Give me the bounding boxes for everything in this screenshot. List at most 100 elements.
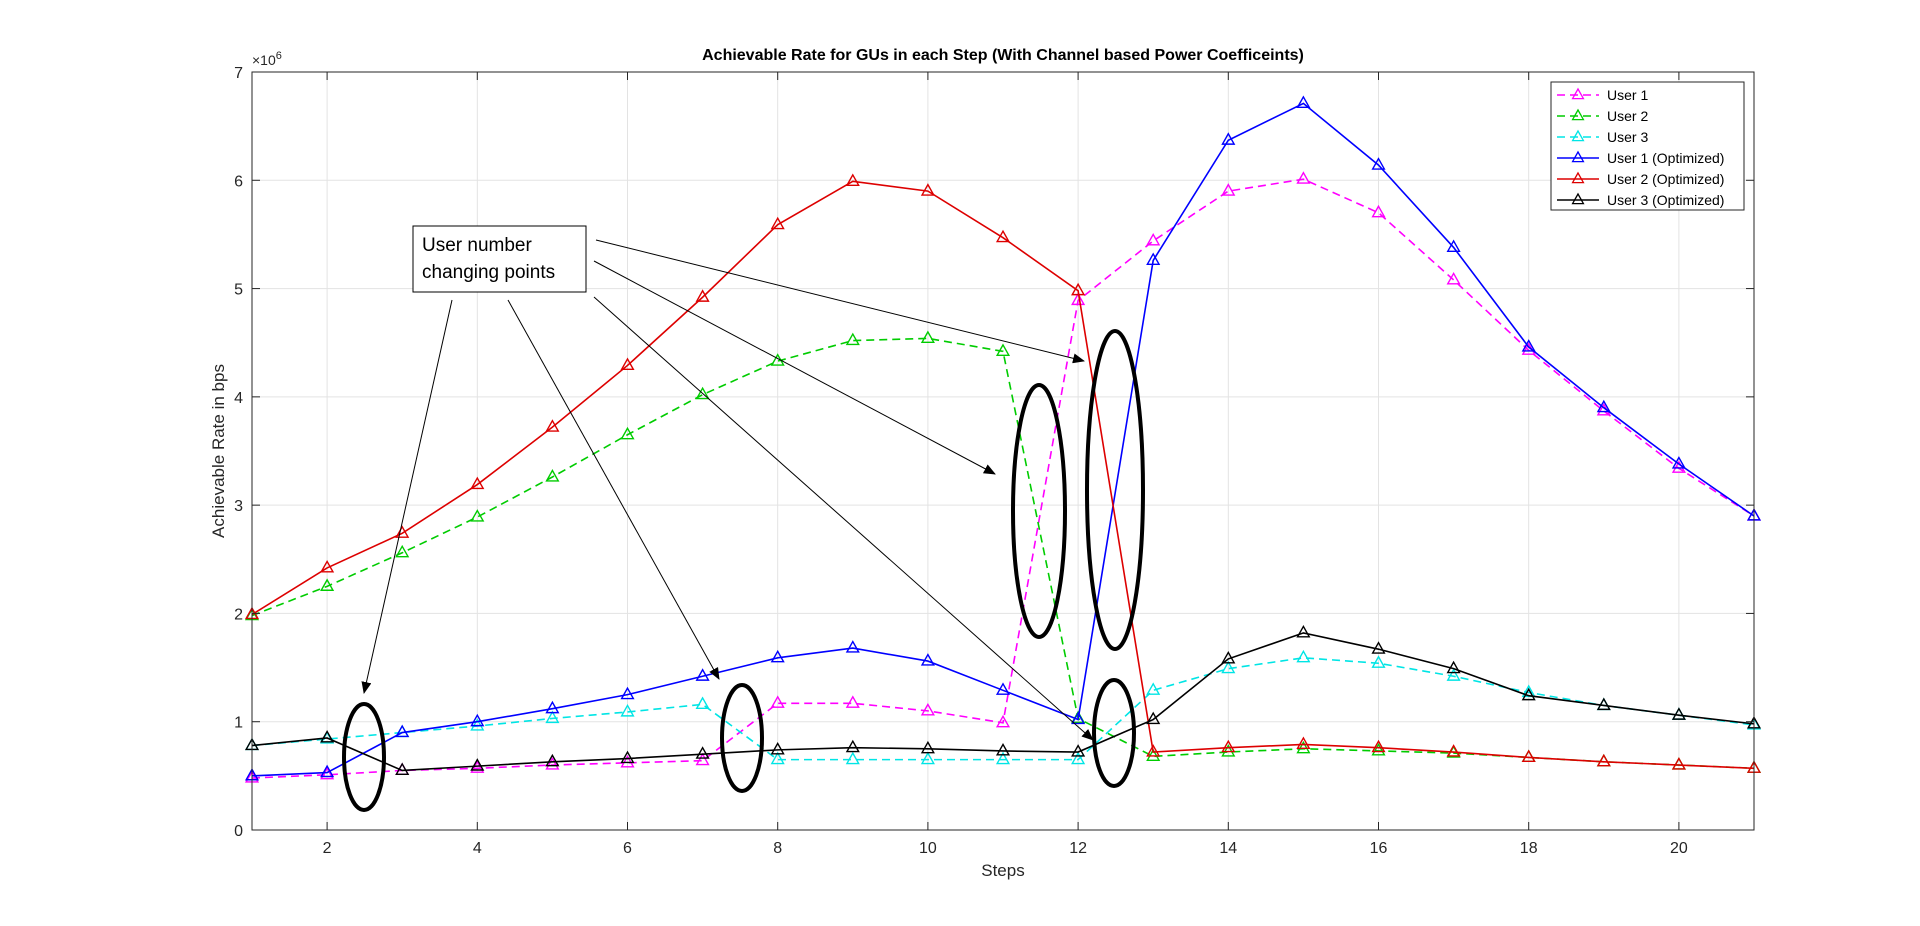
data-point xyxy=(320,578,335,591)
legend-marker xyxy=(1571,87,1585,100)
data-point xyxy=(620,704,635,717)
data-point xyxy=(1146,748,1161,761)
y-tick-label: 3 xyxy=(234,498,243,515)
data-point xyxy=(770,695,785,708)
data-point xyxy=(545,757,560,770)
data-point xyxy=(1596,697,1611,711)
annotation-ellipse-5 xyxy=(1092,678,1136,788)
data-point xyxy=(1146,711,1161,725)
data-point xyxy=(470,718,485,731)
data-point xyxy=(1596,753,1611,767)
annotation-line-1: User number xyxy=(422,235,532,256)
data-point xyxy=(545,710,560,724)
data-point xyxy=(770,751,785,765)
data-point xyxy=(995,743,1011,756)
data-point xyxy=(620,754,635,768)
data-point xyxy=(1071,751,1086,765)
data-point xyxy=(1446,271,1461,285)
annotation-arrow xyxy=(593,296,1094,741)
y-exponent-power: 6 xyxy=(276,50,282,62)
annotation-arrows xyxy=(361,239,1094,741)
legend-box xyxy=(1550,81,1745,211)
data-point xyxy=(695,386,710,400)
legend-entry: User 2 xyxy=(1557,108,1648,124)
data-point xyxy=(1296,740,1311,754)
data-point xyxy=(770,649,785,663)
data-point xyxy=(920,740,935,754)
data-point xyxy=(845,751,860,765)
data-point xyxy=(920,702,935,716)
data-point xyxy=(995,751,1011,765)
y-exponent: ×106 xyxy=(252,50,282,68)
data-point xyxy=(1446,239,1461,253)
legend-marker xyxy=(1571,108,1585,121)
series-1 xyxy=(244,171,1762,783)
data-point xyxy=(1596,399,1611,413)
data-point xyxy=(620,357,635,371)
data-point xyxy=(695,289,710,302)
data-point xyxy=(1146,744,1161,757)
annotation-line-2: changing points xyxy=(422,262,555,283)
data-point xyxy=(695,696,710,709)
data-point xyxy=(695,752,710,766)
series-layer xyxy=(244,95,1762,783)
data-point xyxy=(1671,707,1686,720)
data-point xyxy=(320,560,335,573)
plot-area xyxy=(252,72,1754,830)
x-tick-label: 12 xyxy=(1069,840,1087,857)
data-point xyxy=(995,229,1011,243)
plot-frame xyxy=(251,71,1755,831)
data-point xyxy=(320,730,335,743)
y-axis-label: Achievable Rate in bps xyxy=(209,364,228,538)
data-point xyxy=(1221,739,1236,753)
data-point xyxy=(845,695,860,708)
data-point xyxy=(1296,649,1311,663)
data-point xyxy=(1146,252,1161,266)
series-line xyxy=(251,178,1755,779)
x-tick-label: 2 xyxy=(323,840,332,857)
data-point xyxy=(545,419,560,432)
data-point xyxy=(920,183,935,196)
data-point xyxy=(1221,660,1236,674)
annotation-arrow xyxy=(361,299,453,694)
x-tick-label: 16 xyxy=(1370,840,1388,857)
data-point xyxy=(395,762,410,776)
annotation-arrow xyxy=(507,299,720,680)
data-point xyxy=(1371,655,1386,668)
series-4 xyxy=(244,95,1762,781)
data-point xyxy=(320,764,335,778)
data-point xyxy=(1221,744,1236,757)
y-tick-label: 2 xyxy=(234,606,243,623)
legend-entry: User 1 (Optimized) xyxy=(1557,150,1724,166)
data-point xyxy=(845,640,860,653)
data-point xyxy=(545,753,560,767)
legend-label: User 1 xyxy=(1607,87,1648,103)
annotation-box xyxy=(412,225,587,293)
data-point xyxy=(395,525,410,538)
data-point xyxy=(920,653,935,666)
data-point xyxy=(395,544,410,558)
series-line xyxy=(251,337,1755,770)
y-tick-label: 5 xyxy=(234,282,243,299)
x-tick-label: 4 xyxy=(473,840,482,857)
data-point xyxy=(470,758,485,771)
data-point xyxy=(1071,282,1086,296)
data-point xyxy=(1371,204,1386,218)
data-point xyxy=(545,469,560,482)
data-point xyxy=(1521,339,1536,352)
legend-label: User 3 (Optimized) xyxy=(1607,192,1724,208)
data-point xyxy=(1671,757,1686,770)
data-point xyxy=(1221,183,1236,196)
data-point xyxy=(995,714,1011,728)
data-point xyxy=(1221,132,1236,145)
data-point xyxy=(620,686,635,700)
data-point xyxy=(845,173,860,186)
data-point xyxy=(1071,744,1086,757)
data-point xyxy=(620,426,635,440)
annotation-ellipse-3 xyxy=(1011,383,1067,639)
series-line xyxy=(251,180,1755,770)
legend-marker xyxy=(1571,150,1585,163)
data-point xyxy=(920,751,935,765)
data-point xyxy=(1446,668,1461,681)
